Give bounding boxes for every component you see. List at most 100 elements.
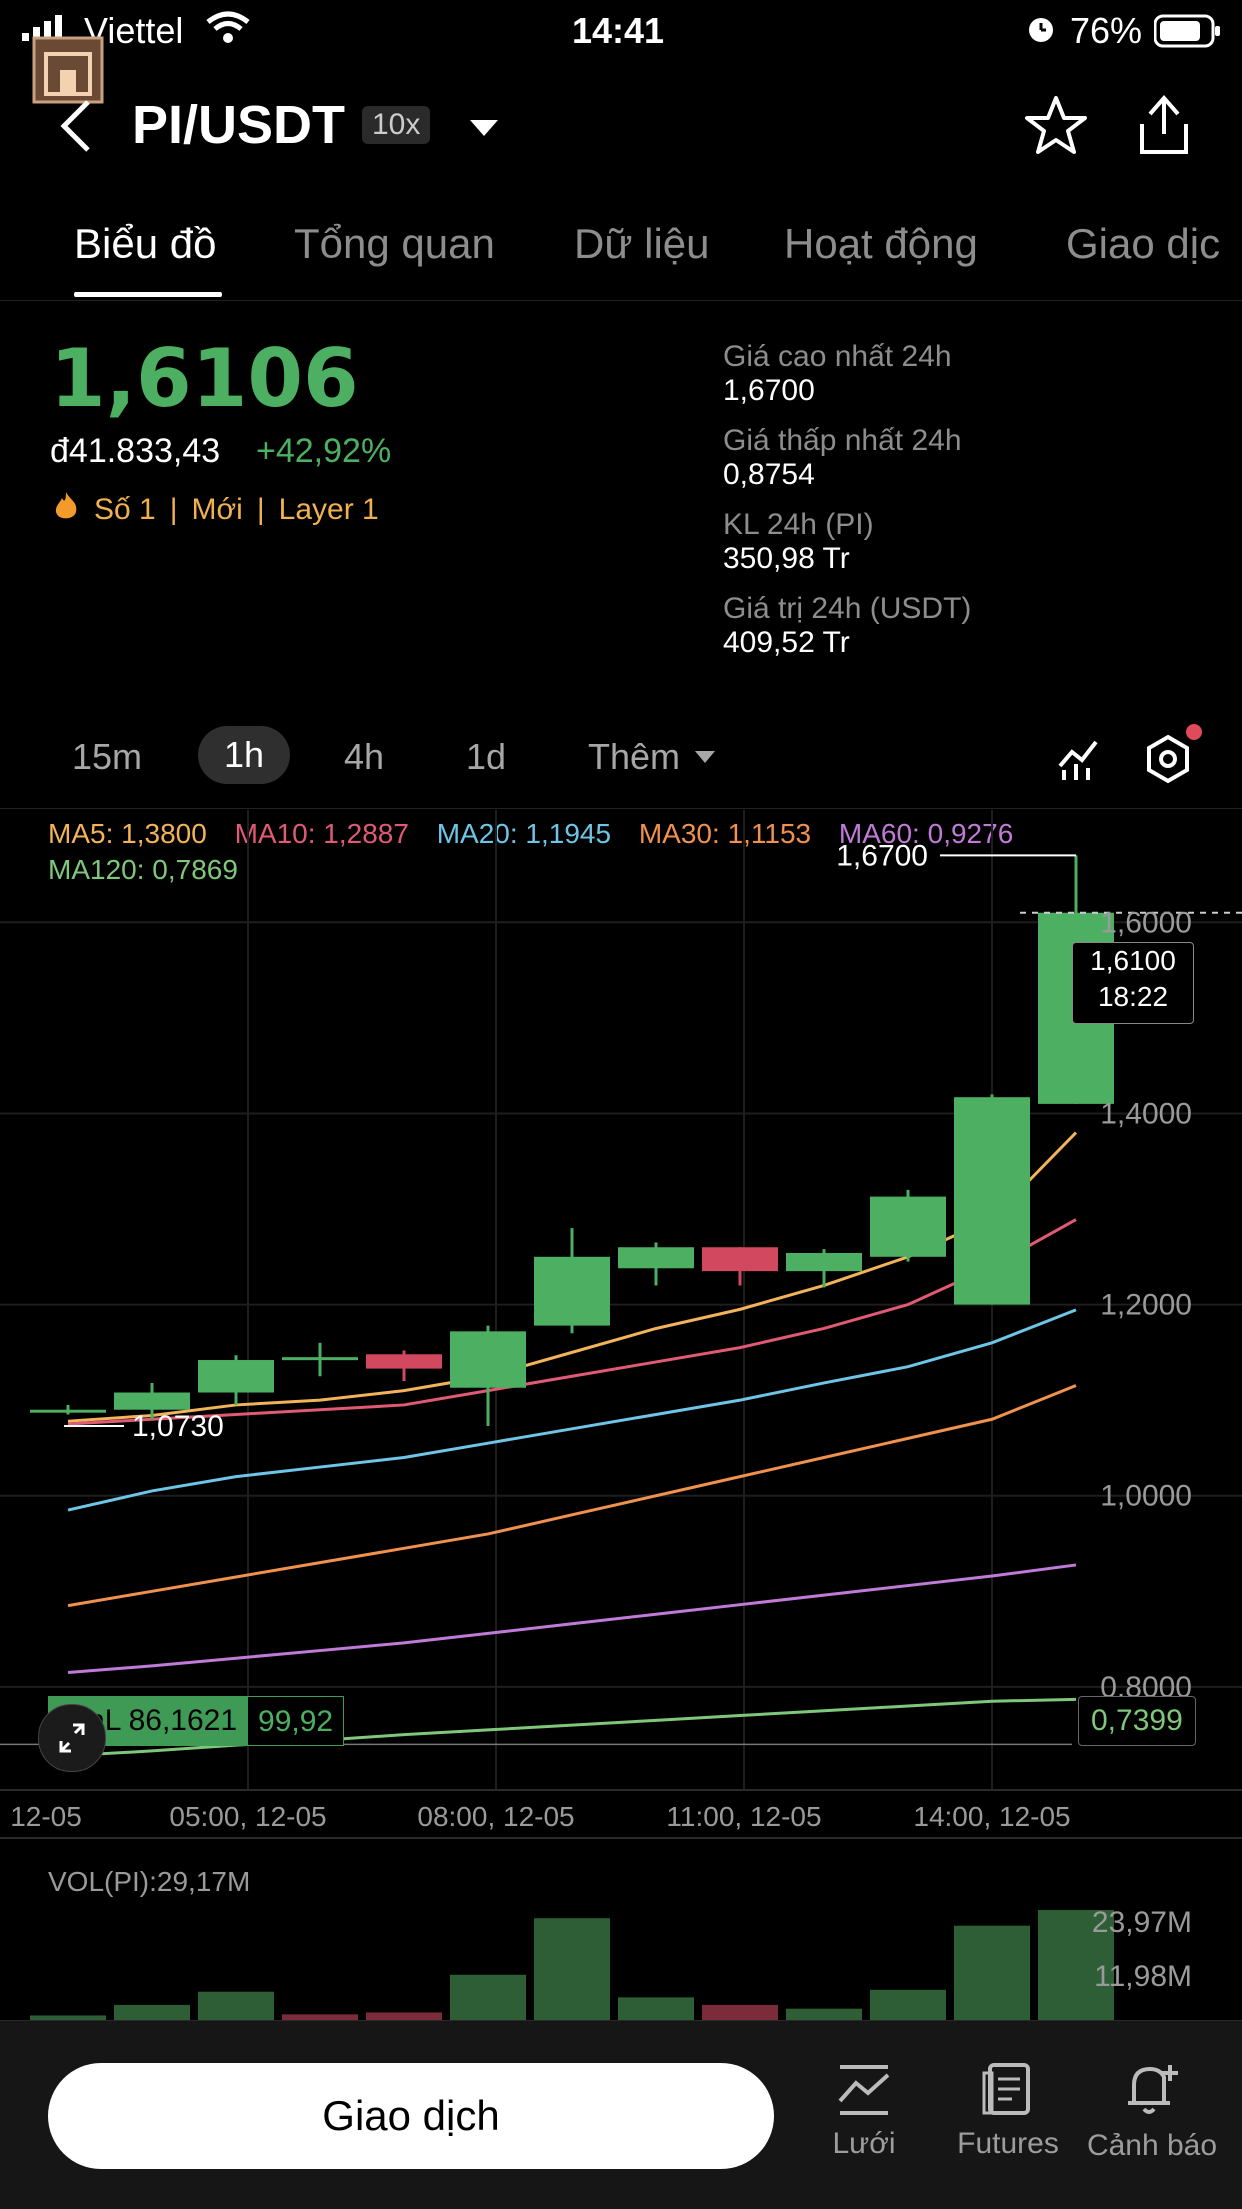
expand-icon <box>59 1723 85 1753</box>
x-axis-tick-label: 14:00, 12-05 <box>913 1801 1070 1832</box>
futures-document-icon <box>982 2063 1030 2115</box>
x-axis-tick-label: 05:00, 12-05 <box>169 1801 326 1832</box>
volume-bar <box>870 1989 946 2020</box>
pair-title[interactable]: PI/USDT <box>132 95 346 155</box>
high-marker-label: 1,6700 <box>836 839 928 872</box>
tab-data[interactable]: Dữ liệu <box>574 220 710 267</box>
last-price-tag: 1,6100 18:22 <box>1072 942 1194 1024</box>
last-price: 1,6106 <box>50 332 359 425</box>
volume-bar <box>114 2004 190 2020</box>
stats-panel: Giá cao nhất 24h 1,6700 Giá thấp nhất 24… <box>723 340 971 660</box>
volume-axis-label: 23,97M <box>1092 1906 1192 1939</box>
volume-bar <box>786 2008 862 2020</box>
interval-1h[interactable]: 1h <box>198 726 291 784</box>
settings-notification-dot <box>1186 724 1202 740</box>
volume-bar <box>450 1974 526 2020</box>
tag-layer[interactable]: Layer 1 <box>278 493 379 526</box>
candle-body <box>282 1357 358 1361</box>
volume-title: VOL(PI):29,17M <box>48 1866 251 1897</box>
candle-body <box>954 1097 1030 1305</box>
bottom-action-bar: Giao dịch Lưới Futures Cảnh báo <box>0 2020 1242 2209</box>
ma30-legend: MA30: 1,1153 <box>638 818 812 849</box>
clock: 14:41 <box>572 10 665 51</box>
alarm-icon <box>1024 12 1058 55</box>
stat-low-label: Giá thấp nhất 24h <box>723 424 962 457</box>
candle-body <box>702 1247 778 1272</box>
futures-button[interactable]: Futures <box>938 2061 1078 2161</box>
grid-bot-button[interactable]: Lưới <box>794 2061 934 2161</box>
pair-header: PI/USDT 10x <box>0 80 1242 180</box>
x-axis-tick-label: 12-05 <box>10 1801 82 1832</box>
ma20-line <box>67 1308 1077 1512</box>
candle-body <box>30 1409 106 1413</box>
y-axis-tick-label: 1,0000 <box>1100 1480 1192 1513</box>
low-marker-label: 1,0730 <box>132 1410 224 1443</box>
candle-body <box>198 1360 274 1393</box>
candle-body <box>534 1256 610 1326</box>
tab-chart[interactable]: Biểu đồ <box>74 220 217 267</box>
y-axis-tick-label: 1,6000 <box>1100 906 1192 939</box>
interval-bar: 15m 1h 4h 1d Thêm <box>0 718 1242 809</box>
interval-1d[interactable]: 1d <box>466 736 507 777</box>
volume-bar <box>366 2012 442 2020</box>
volume-bar <box>282 2014 358 2020</box>
candle-body <box>618 1247 694 1269</box>
y-axis-tick-label: 1,2000 <box>1100 1289 1192 1322</box>
tab-trading[interactable]: Giao dịc <box>1066 220 1221 267</box>
detail-tabs: Biểu đồ Tổng quan Dữ liệu Hoạt động Giao… <box>0 200 1242 301</box>
grid-bot-label: Lưới <box>832 2127 896 2160</box>
stat-volume-value: 350,98 Tr <box>723 542 850 575</box>
stat-high-value: 1,6700 <box>723 374 815 407</box>
ma5-legend: MA5: 1,3800 <box>48 818 207 849</box>
ma60-line <box>67 1563 1077 1675</box>
stat-turnover-value: 409,52 Tr <box>723 626 850 659</box>
tag-rank[interactable]: Số 1 <box>94 493 156 526</box>
tab-activity[interactable]: Hoạt động <box>784 220 978 267</box>
fullscreen-button[interactable] <box>38 1704 106 1772</box>
interval-more[interactable]: Thêm <box>588 736 681 777</box>
stat-high-label: Giá cao nhất 24h <box>723 340 952 373</box>
ma120-legend: MA120: 0,7869 <box>48 854 238 885</box>
candle-countdown: 18:22 <box>1097 981 1169 1012</box>
leverage-badge: 10x <box>362 106 431 144</box>
tag-new[interactable]: Mới <box>191 493 243 526</box>
volume-bar <box>954 1925 1030 2020</box>
ma60-legend: MA60: 0,9276 <box>838 818 1014 849</box>
hot-flame-icon <box>52 490 80 530</box>
more-dropdown-icon[interactable] <box>694 750 716 769</box>
tab-overview[interactable]: Tổng quan <box>294 220 495 267</box>
stat-turnover-label: Giá trị 24h (USDT) <box>723 592 972 625</box>
volume-bar <box>1038 1910 1114 2020</box>
candle-body <box>786 1252 862 1272</box>
interval-15m[interactable]: 15m <box>72 736 143 777</box>
stat-volume-label: KL 24h (PI) <box>723 508 874 541</box>
price-alert-label: Cảnh báo <box>1086 2129 1218 2162</box>
volume-bar <box>702 2004 778 2020</box>
pair-dropdown-icon[interactable] <box>468 118 500 143</box>
trade-button[interactable]: Giao dịch <box>48 2063 774 2169</box>
favorite-star-icon[interactable] <box>1024 94 1088 161</box>
ma20-legend: MA20: 1,1945 <box>436 818 612 849</box>
position-price-tag: 0,7399 <box>1078 1696 1196 1746</box>
wifi-icon <box>204 10 252 53</box>
interval-4h[interactable]: 4h <box>344 736 385 777</box>
price-change: +42,92% <box>256 432 392 470</box>
ma30-line <box>67 1384 1077 1608</box>
fiat-price: đ41.833,43 <box>50 432 221 470</box>
chart-settings-icon[interactable] <box>1144 734 1192 789</box>
back-button[interactable] <box>58 98 94 159</box>
candle-body <box>366 1354 442 1369</box>
battery-percent: 76% <box>1070 10 1143 51</box>
active-tab-indicator <box>74 292 222 297</box>
indicator-icon[interactable] <box>1056 736 1100 787</box>
price-alert-button[interactable]: Cảnh báo <box>1082 2061 1222 2163</box>
candle-body <box>450 1331 526 1388</box>
share-icon[interactable] <box>1134 92 1194 161</box>
stat-low-value: 0,8754 <box>723 458 815 491</box>
volume-axis-label: 11,98M <box>1094 1960 1192 1993</box>
tag-divider: | <box>256 493 265 526</box>
app-logo-icon <box>32 36 104 113</box>
y-axis-tick-label: 1,4000 <box>1100 1097 1192 1130</box>
pnl-value: 99,92 <box>247 1696 345 1746</box>
tag-divider: | <box>169 493 178 526</box>
